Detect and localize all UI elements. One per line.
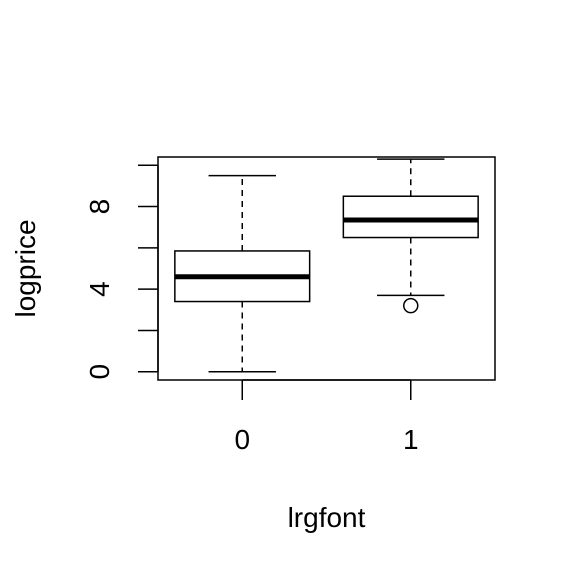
x-tick-label: 1: [403, 424, 419, 455]
x-tick-label: 0: [234, 424, 250, 455]
y-axis-label: logprice: [10, 219, 41, 317]
y-tick-label: 8: [84, 199, 115, 215]
outlier-point: [403, 297, 419, 314]
box-group: [174, 158, 479, 373]
box-1: [342, 158, 479, 314]
box-0: [174, 174, 311, 373]
y-tick-label: 0: [84, 364, 115, 380]
x-axis-label: lrgfont: [288, 502, 366, 533]
iqr-box: [342, 195, 479, 239]
y-axis: 0 4 8: [84, 164, 159, 380]
y-tick-label: 4: [84, 281, 115, 297]
